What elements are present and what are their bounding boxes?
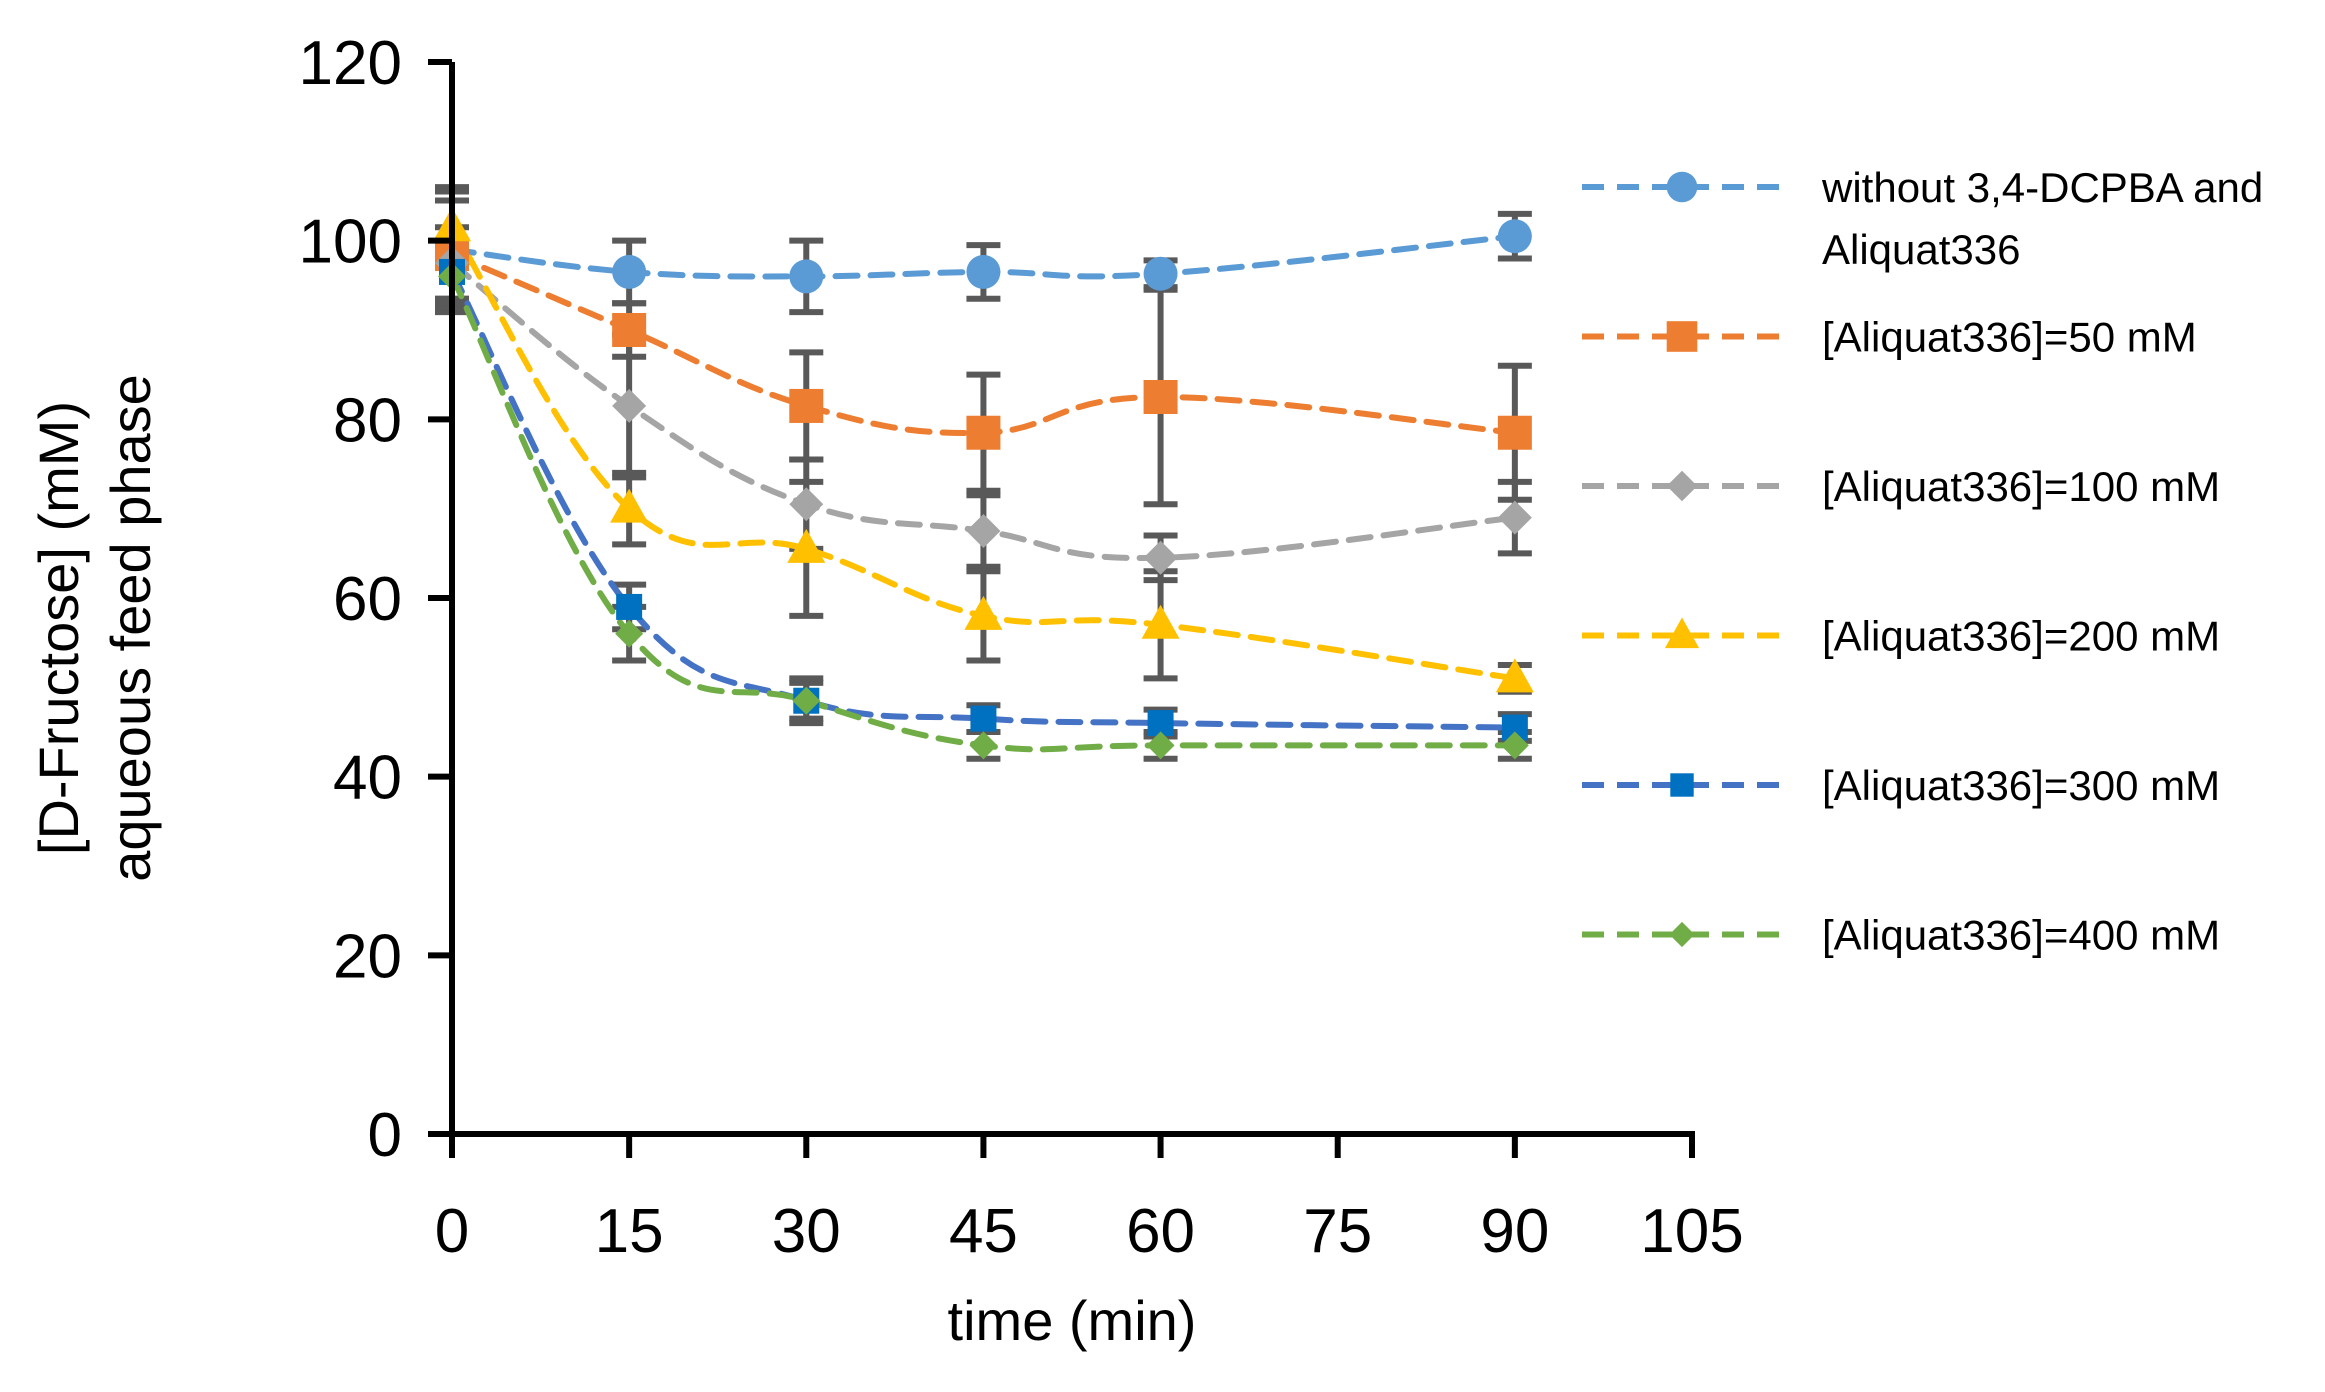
data-point-diamond [615,619,644,648]
legend-item: [Aliquat336]=400 mM [1582,912,2220,959]
data-point-circle [1666,171,1698,203]
data-point-square [1666,321,1698,352]
data-point-square [616,593,643,620]
x-tick-label: 0 [435,1197,469,1266]
x-tick-label: 15 [595,1197,664,1266]
series-line [449,268,1518,731]
x-tick-label: 105 [1640,1197,1743,1266]
y-axis-title-line-2: aqueous feed phase [99,374,162,882]
data-point-square [1497,415,1532,450]
data-point-triangle [964,595,1003,630]
data-point-square [970,705,997,732]
y-tick-label: 80 [333,386,402,455]
data-point-circle [1143,256,1178,291]
data-point-circle [612,254,647,289]
legend-label: [Aliquat336]=100 mM [1822,463,2220,510]
series-line [449,273,1518,753]
legend-item: [Aliquat336]=50 mM [1582,314,2197,361]
data-point-triangle [1664,617,1700,649]
data-point-diamond [1497,500,1532,535]
legend-label: [Aliquat336]=300 mM [1822,762,2220,809]
x-tick-label: 90 [1480,1197,1549,1266]
y-tick-label: 40 [333,744,402,813]
x-tick-label: 60 [1126,1197,1195,1266]
data-point-diamond [1666,470,1698,502]
series-line [449,224,1518,682]
legend-item: [Aliquat336]=200 mM [1582,613,2220,660]
legend-item: [Aliquat336]=300 mM [1582,762,2220,809]
data-point-diamond [1146,731,1175,760]
legend-item: without 3,4-DCPBA and Aliquat336 [1582,164,2263,273]
y-tick-label: 20 [333,922,402,991]
y-axis-title-line-1: [D-Fructose] (mM) [27,401,90,855]
data-point-diamond [1500,731,1529,760]
data-point-circle [966,254,1001,289]
legend-label: Aliquat336 [1822,226,2021,273]
legend-label: [Aliquat336]=200 mM [1822,613,2220,660]
data-point-triangle [1495,658,1534,693]
data-point-diamond [612,388,647,423]
data-point-diamond [789,487,824,522]
axis-titles: time (min) [D-Fructose] (mM) aqueous fee… [27,374,1196,1352]
data-point-square [1670,773,1694,797]
legend-label: without 3,4-DCPBA and [1821,164,2263,211]
data-point-diamond [792,686,821,715]
y-tick-label: 60 [333,565,402,634]
data-point-square [1143,380,1178,414]
data-point-square [966,415,1001,450]
data-point-circle [1497,219,1532,254]
series-line [449,260,1518,562]
y-tick-label: 0 [368,1101,402,1170]
legend-label: [Aliquat336]=50 mM [1822,314,2197,361]
y-tick-label: 100 [299,208,402,277]
data-point-triangle [1141,604,1180,639]
data-point-diamond [1669,921,1695,948]
series-line [449,233,1518,280]
legend-item: [Aliquat336]=100 mM [1582,463,2220,510]
ticks-layer: 0 20 40 60 80 100 120 0 15 30 45 60 75 90 105 [299,29,1744,1266]
legend-label: [Aliquat336]=400 mM [1822,912,2220,959]
data-point-diamond [1143,540,1178,575]
data-point-square [612,313,647,347]
x-tick-label: 30 [772,1197,841,1266]
x-tick-label: 45 [949,1197,1018,1266]
x-tick-label: 75 [1303,1197,1372,1266]
legend: without 3,4-DCPBA and Aliquat336 [Aliquat3… [1582,164,2263,959]
data-point-triangle [610,488,649,523]
data-point-diamond [969,731,998,760]
y-tick-label: 120 [299,29,402,98]
data-point-diamond [966,514,1001,548]
x-axis-title: time (min) [948,1289,1197,1352]
data-point-circle [789,259,824,294]
data-point-square [789,388,824,423]
data-point-triangle [787,528,826,563]
